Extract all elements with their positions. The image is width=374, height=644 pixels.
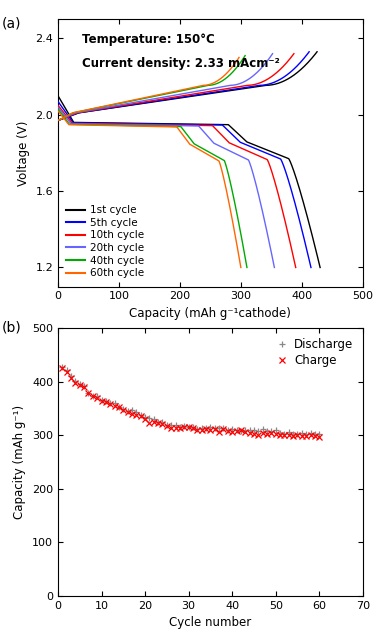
Legend: Discharge, Charge: Discharge, Charge (273, 334, 357, 371)
X-axis label: Capacity (mAh g⁻¹cathode): Capacity (mAh g⁻¹cathode) (129, 307, 291, 320)
Text: (b): (b) (2, 321, 22, 335)
Discharge (221, 424, 226, 432)
Charge (147, 419, 151, 426)
Discharge (143, 413, 147, 421)
Charge (104, 399, 108, 406)
Y-axis label: Voltage (V): Voltage (V) (17, 120, 30, 185)
Charge (317, 433, 322, 441)
Charge (125, 408, 130, 416)
Discharge (147, 415, 151, 422)
Discharge (317, 430, 322, 438)
Text: Current density: 2.33 mAcm⁻²: Current density: 2.33 mAcm⁻² (82, 57, 280, 70)
Line: Discharge: Discharge (59, 364, 322, 437)
Line: Charge: Charge (59, 365, 322, 440)
Charge (134, 411, 139, 419)
Discharge (104, 397, 108, 405)
Y-axis label: Capacity (mAh g⁻¹): Capacity (mAh g⁻¹) (13, 405, 27, 519)
Charge (221, 425, 226, 433)
Charge (60, 365, 65, 372)
Legend: 1st cycle, 5th cycle, 10th cycle, 20th cycle, 40th cycle, 60th cycle: 1st cycle, 5th cycle, 10th cycle, 20th c… (63, 202, 147, 281)
Text: (a): (a) (2, 16, 21, 30)
Charge (143, 415, 147, 423)
Text: Temperature: 150°C: Temperature: 150°C (82, 33, 215, 46)
Discharge (60, 363, 65, 370)
X-axis label: Cycle number: Cycle number (169, 616, 251, 629)
Discharge (125, 407, 130, 415)
Discharge (134, 408, 139, 416)
